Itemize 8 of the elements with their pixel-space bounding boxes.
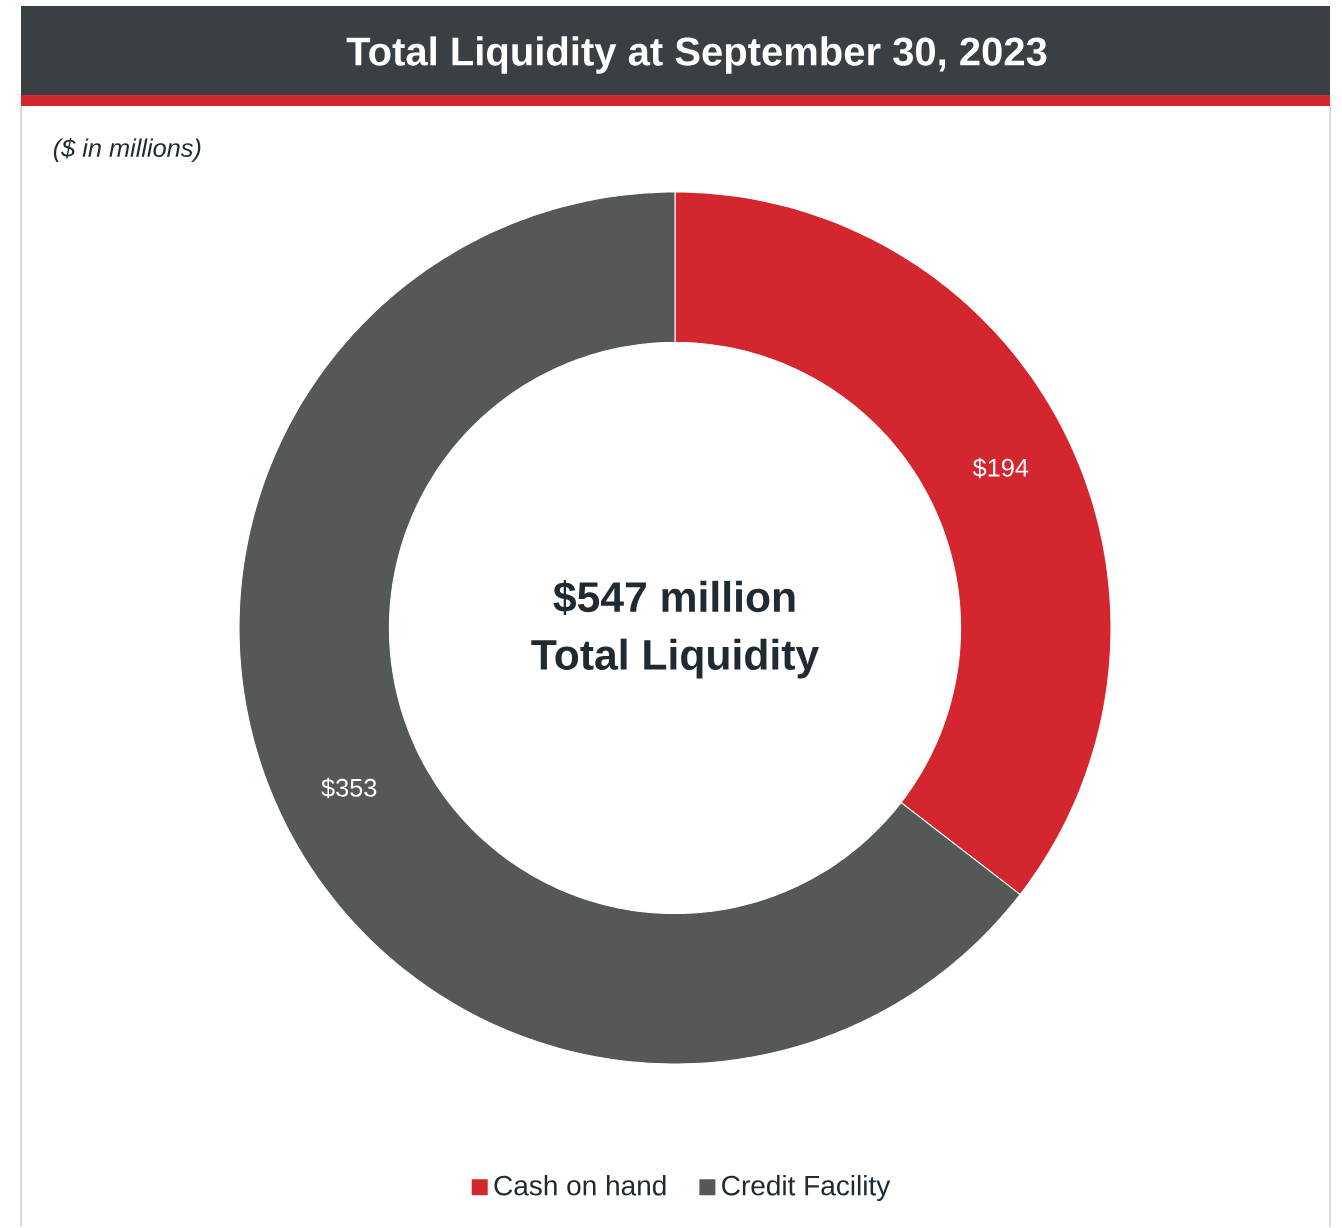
legend-label: Cash on hand xyxy=(494,1175,666,1196)
chart-subtitle: ($ in millions) xyxy=(53,138,201,163)
data-label: $353 xyxy=(321,777,377,799)
legend-label: Credit Facility xyxy=(722,1175,891,1202)
data-label: $194 xyxy=(972,457,1029,479)
text: $547 million xyxy=(553,580,795,616)
text: Total Liquidity xyxy=(531,638,819,679)
chart-title: Total Liquidity at September 30, 2023 xyxy=(346,36,1047,74)
